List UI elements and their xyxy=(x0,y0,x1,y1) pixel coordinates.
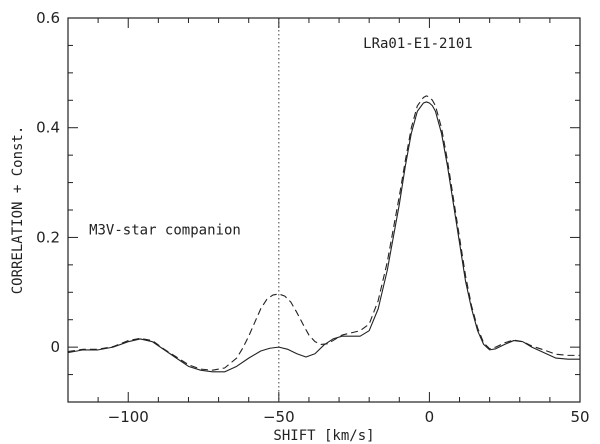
y-tick-label: 0.4 xyxy=(36,119,60,137)
y-axis-label: CORRELATION + Const. xyxy=(10,126,26,295)
series-line-solid xyxy=(68,101,580,373)
companion-annotation: M3V-star companion xyxy=(89,223,241,239)
x-tick-label: 0 xyxy=(425,408,435,426)
y-tick-label: 0.6 xyxy=(36,9,60,27)
x-axis-label: SHIFT [km/s] xyxy=(273,428,374,444)
axis-tick-labels: −100 −50 0 50 0 0.2 0.4 0.6 xyxy=(36,9,589,426)
y-tick-label: 0 xyxy=(50,338,60,356)
x-tick-label: −50 xyxy=(263,408,295,426)
star-id-annotation: LRa01-E1-2101 xyxy=(363,36,473,52)
series-line-dashed xyxy=(68,95,580,371)
x-tick-label: −100 xyxy=(108,408,149,426)
axis-ticks xyxy=(67,17,581,403)
y-tick-label: 0.2 xyxy=(36,228,60,246)
x-tick-label: 50 xyxy=(570,408,589,426)
plot-area xyxy=(68,18,580,402)
